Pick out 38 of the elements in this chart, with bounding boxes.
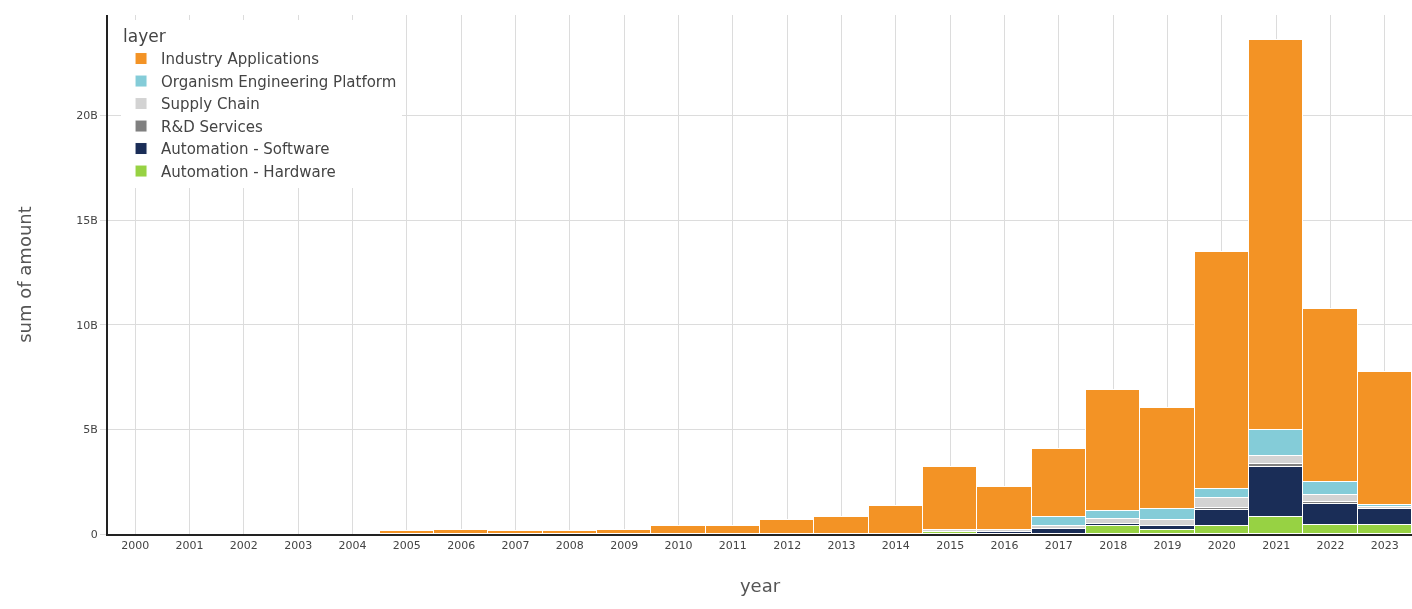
x-tick-label: 2013 (827, 539, 856, 553)
legend-label: Automation - Software (161, 140, 330, 159)
y-tick-label: 10B (76, 318, 98, 332)
x-tick-label: 2010 (664, 539, 693, 553)
y-tick-label: 5B (83, 423, 98, 437)
y-axis-title: sum of amount (13, 206, 35, 343)
x-tick-label: 2017 (1044, 539, 1073, 553)
y-tick-label: 0 (90, 527, 98, 541)
x-tick-label: 2001 (175, 539, 204, 553)
x-tick-label: 2011 (718, 539, 747, 553)
x-tick-label: 2019 (1153, 539, 1182, 553)
legend-label: Automation - Hardware (161, 162, 336, 181)
x-tick-label: 2022 (1316, 539, 1345, 553)
x-tick-label: 2008 (555, 539, 584, 553)
x-tick-label: 2018 (1099, 539, 1128, 553)
x-tick-label: 2007 (501, 539, 530, 553)
x-tick-label: 2009 (610, 539, 639, 553)
x-tick-label: 2002 (229, 539, 258, 553)
y-tick-label: 20B (76, 109, 98, 123)
x-tick-label: 2014 (881, 539, 910, 553)
x-tick-label: 2004 (338, 539, 367, 553)
x-tick-label: 2020 (1207, 539, 1236, 553)
y-tick-label: 15B (76, 213, 98, 227)
x-tick-label: 2006 (447, 539, 476, 553)
x-tick-label: 2003 (284, 539, 313, 553)
x-tick-label: 2000 (121, 539, 150, 553)
legend-title: layer (123, 26, 166, 47)
legend-label: R&D Services (161, 117, 263, 136)
legend-label: Supply Chain (161, 95, 260, 114)
x-tick-label: 2005 (392, 539, 421, 553)
legend-label: Organism Engineering Platform (161, 72, 397, 91)
x-tick-label: 2012 (773, 539, 802, 553)
x-tick-label: 2023 (1370, 539, 1399, 553)
x-tick-label: 2015 (936, 539, 965, 553)
legend-label: Industry Applications (161, 50, 320, 69)
x-tick-label: 2021 (1262, 539, 1291, 553)
x-tick-label: 2016 (990, 539, 1019, 553)
x-axis-title: year (739, 574, 781, 596)
